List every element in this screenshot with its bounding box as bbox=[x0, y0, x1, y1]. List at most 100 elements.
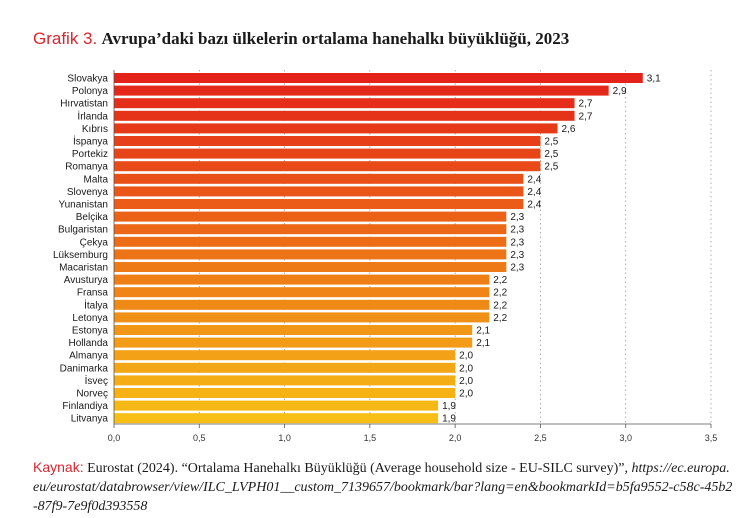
data-label: 2,3 bbox=[510, 250, 524, 261]
bar bbox=[114, 161, 541, 172]
bar bbox=[114, 400, 439, 411]
bar bbox=[114, 136, 541, 146]
source-note: Kaynak: Eurostat (2024). “Ortalama Haneh… bbox=[33, 458, 733, 516]
category-label: Danimarka bbox=[60, 363, 109, 374]
title-prefix: Grafik 3. bbox=[33, 29, 98, 48]
data-label: 2,6 bbox=[561, 124, 575, 135]
category-label: Yunanistan bbox=[59, 200, 109, 211]
x-tick-label: 1,0 bbox=[278, 433, 291, 443]
bar bbox=[114, 98, 575, 109]
data-label: 2,0 bbox=[459, 389, 473, 400]
data-label: 2,2 bbox=[493, 275, 507, 286]
category-label: İspanya bbox=[73, 135, 108, 148]
data-label: 2,4 bbox=[527, 187, 541, 198]
bar bbox=[114, 186, 524, 197]
data-label: 2,7 bbox=[579, 111, 593, 122]
category-label: Fransa bbox=[77, 288, 109, 299]
source-url[interactable]: https://ec.europa.eu/eurostat/databrowse… bbox=[33, 461, 733, 514]
category-label: İtalya bbox=[84, 298, 108, 311]
x-tick-label: 0,0 bbox=[108, 433, 121, 443]
category-label: Bulgaristan bbox=[58, 225, 108, 236]
data-label: 1,9 bbox=[442, 414, 456, 425]
x-tick-label: 3,5 bbox=[705, 433, 718, 443]
data-label: 2,1 bbox=[476, 326, 490, 337]
data-label: 2,0 bbox=[459, 376, 473, 387]
data-label: 2,2 bbox=[493, 313, 507, 324]
data-label: 2,0 bbox=[459, 363, 473, 374]
title-main: Avrupa’daki bazı ülkelerin ortalama hane… bbox=[101, 29, 570, 48]
data-label: 2,3 bbox=[510, 225, 524, 236]
bar bbox=[114, 362, 456, 373]
category-label: Slovakya bbox=[67, 74, 108, 85]
bar bbox=[114, 287, 490, 298]
data-label: 2,0 bbox=[459, 351, 473, 362]
bar bbox=[114, 274, 490, 285]
data-label: 2,2 bbox=[493, 300, 507, 311]
chart-title: Grafik 3. Avrupa’daki bazı ülkelerin ort… bbox=[33, 28, 733, 50]
data-label: 2,5 bbox=[544, 162, 558, 173]
data-label: 2,7 bbox=[579, 99, 593, 110]
bar bbox=[114, 312, 490, 323]
bar bbox=[114, 224, 507, 235]
category-label: Lüksemburg bbox=[53, 250, 108, 261]
bar bbox=[114, 337, 473, 348]
category-label: Romanya bbox=[65, 162, 108, 173]
bar bbox=[114, 413, 439, 424]
data-label: 2,1 bbox=[476, 338, 490, 349]
bar bbox=[114, 325, 473, 335]
bar bbox=[114, 350, 456, 361]
data-label: 3,1 bbox=[647, 74, 661, 85]
data-label: 2,4 bbox=[527, 174, 541, 185]
bar-chart: Slovakya 3,1 Polonya 2,9 Hırvatistan 2,7 İrlan… bbox=[53, 70, 718, 443]
bar bbox=[114, 249, 507, 260]
category-label: Malta bbox=[84, 174, 109, 185]
bar bbox=[114, 85, 609, 96]
bar bbox=[114, 236, 507, 247]
data-label: 2,3 bbox=[510, 237, 524, 248]
bar bbox=[114, 375, 456, 386]
category-label: Almanya bbox=[69, 351, 108, 362]
data-label: 2,3 bbox=[510, 212, 524, 223]
bar bbox=[114, 110, 575, 121]
bar bbox=[114, 123, 558, 134]
category-label: Finlandiya bbox=[62, 401, 108, 412]
data-label: 2,2 bbox=[493, 288, 507, 299]
category-label: Macaristan bbox=[59, 263, 108, 274]
bar bbox=[114, 199, 524, 209]
source-text: Eurostat (2024). “Ortalama Hanehalkı Büy… bbox=[87, 461, 629, 476]
category-label: Estonya bbox=[72, 326, 109, 337]
data-label: 2,5 bbox=[544, 149, 558, 160]
data-label: 2,5 bbox=[544, 137, 558, 148]
category-label: Portekiz bbox=[72, 149, 108, 160]
category-label: Slovenya bbox=[67, 187, 109, 198]
data-label: 2,3 bbox=[510, 263, 524, 274]
bar bbox=[114, 173, 524, 184]
source-label: Kaynak: bbox=[33, 459, 84, 475]
data-label: 2,9 bbox=[613, 86, 627, 97]
bar bbox=[114, 73, 643, 83]
x-tick-label: 2,0 bbox=[449, 433, 462, 443]
category-label: Letonya bbox=[72, 313, 108, 324]
category-label: Hırvatistan bbox=[60, 99, 108, 110]
bar bbox=[114, 262, 507, 272]
category-label: Kıbrıs bbox=[82, 124, 108, 135]
category-label: Norveç bbox=[76, 389, 108, 400]
category-label: Belçika bbox=[76, 212, 109, 223]
bar bbox=[114, 388, 456, 398]
bar bbox=[114, 299, 490, 310]
category-label: Hollanda bbox=[69, 338, 109, 349]
data-label: 2,4 bbox=[527, 200, 541, 211]
x-tick-label: 3,0 bbox=[619, 433, 632, 443]
bar bbox=[114, 211, 507, 222]
category-label: İsveç bbox=[85, 374, 108, 387]
data-label: 1,9 bbox=[442, 401, 456, 412]
category-label: Litvanya bbox=[71, 414, 109, 425]
x-tick-label: 2,5 bbox=[534, 433, 547, 443]
category-label: Avusturya bbox=[64, 275, 109, 286]
category-label: İrlanda bbox=[77, 109, 108, 122]
x-tick-label: 0,5 bbox=[193, 433, 206, 443]
bar bbox=[114, 148, 541, 159]
category-label: Çekya bbox=[80, 237, 109, 248]
x-tick-label: 1,5 bbox=[364, 433, 377, 443]
category-label: Polonya bbox=[72, 86, 109, 97]
